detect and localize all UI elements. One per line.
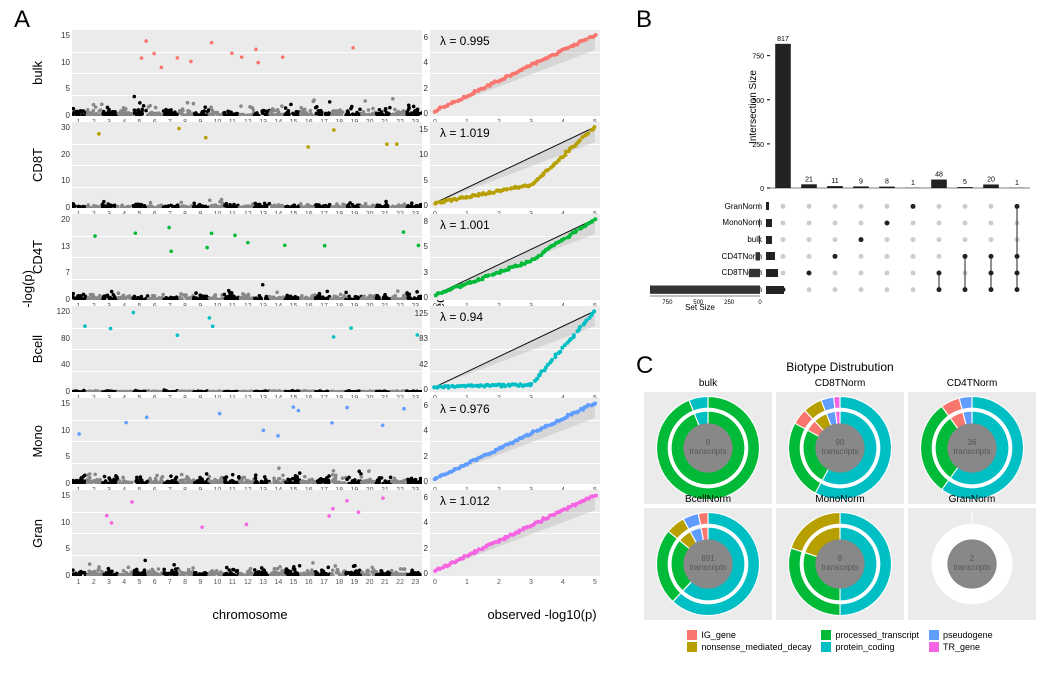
svg-text:250: 250 [724,300,735,306]
panel-a-row: CD8T123456789101112131415161718192021222… [30,122,620,208]
donut-chart: CD4TNorm36transcripts [908,392,1036,504]
donut-chart: MonoNorm8transcripts [776,508,904,620]
svg-text:11: 11 [831,178,838,185]
qq-plot: λ = 1.019012345051015 [430,122,600,208]
donut-center-label: 2transcripts [954,555,991,573]
lambda-label: λ = 1.012 [440,494,490,508]
panel-a-row: bulk123456789101112131415161718192021222… [30,30,620,116]
svg-text:1: 1 [911,180,915,187]
svg-text:750: 750 [662,300,673,306]
svg-text:0: 0 [760,186,764,193]
donut-center-label: 9transcripts [690,439,727,457]
panel-a-row: Gran123456789101112131415161718192021222… [30,490,620,576]
donut-center-label: 891transcripts [690,555,727,573]
set-size-label: Set Size [640,303,760,312]
manhattan-plot: 1234567891011121314151617181920212223051… [72,490,422,576]
donut-title: GranNorm [908,494,1036,505]
lambda-label: λ = 1.019 [440,126,490,140]
donut-title: bulk [644,378,772,389]
legend-item: pseudogene [929,630,993,640]
donut-center-label: 90transcripts [822,439,859,457]
svg-text:0: 0 [758,300,762,306]
legend-item: processed_transcript [821,630,919,640]
legend-item: IG_gene [687,630,811,640]
manhattan-plot: 1234567891011121314151617181920212223040… [72,306,422,392]
svg-text:9: 9 [859,178,863,185]
donut-chart: BcellNorm891transcripts [644,508,772,620]
donut-title: MonoNorm [776,494,904,505]
donut-chart: GranNorm2transcripts [908,508,1036,620]
panel-c: Biotype Distrubution bulk9transcriptsCD8… [640,360,1040,670]
donut-chart: CD8TNorm90transcripts [776,392,904,504]
biotype-legend: IG_gene processed_transcript pseudogene non… [640,630,1040,652]
panel-a-ylabel: -log(p) [20,270,35,308]
qq-plot: λ = 0.9401234504283125 [430,306,600,392]
legend-item: protein_coding [821,642,919,652]
legend-item: nonsense_mediated_decay [687,642,811,652]
qq-plot: λ = 1.0120123450246 [430,490,600,576]
donut-center-label: 8transcripts [822,555,859,573]
manhattan-plot: 1234567891011121314151617181920212223010… [72,122,422,208]
svg-text:5: 5 [963,179,967,186]
svg-text:817: 817 [777,36,789,43]
manhattan-plot: 1234567891011121314151617181920212223071… [72,214,422,300]
panel-a-xlabel: chromosome [170,607,330,622]
panel-a-row: Mono123456789101112131415161718192021222… [30,398,620,484]
lambda-label: λ = 0.94 [440,310,483,324]
donut-title: CD8TNorm [776,378,904,389]
donut-grid: bulk9transcriptsCD8TNorm90transcriptsCD4… [640,392,1040,620]
donut-title: CD4TNorm [908,378,1036,389]
svg-text:48: 48 [935,172,943,179]
panel-a-row: CD4T123456789101112131415161718192021222… [30,214,620,300]
lambda-label: λ = 0.995 [440,34,490,48]
panel-a-row: Bcell12345678910111213141516171819202122… [30,306,620,392]
panel-a: -log(p) expected -log10(p) bulk123456789… [30,30,620,650]
donut-center-label: 36transcripts [954,439,991,457]
panel-a-rows: bulk123456789101112131415161718192021222… [30,30,620,576]
svg-text:20: 20 [987,176,995,183]
panel-a-qq-xlabel: observed -log10(p) [462,607,622,622]
panel-c-title: Biotype Distrubution [640,360,1040,374]
panel-b: Intersection Size 8172111981485201025050… [640,30,1040,330]
set-size-bars: 7505002500 Set Size [640,198,760,298]
manhattan-plot: 1234567891011121314151617181920212223051… [72,30,422,116]
donut-chart: bulk9transcripts [644,392,772,504]
legend-item: TR_gene [929,642,993,652]
upset-bars: Intersection Size 8172111981485201025050… [770,30,1030,190]
qq-plot: λ = 0.9950123450246 [430,30,600,116]
donut-title: BcellNorm [644,494,772,505]
upset-matrix: GranNormMonoNormbulkCD4TNormCD8TNormBcel… [770,198,1030,298]
upset-ylabel: Intersection Size [748,70,759,144]
lambda-label: λ = 0.976 [440,402,490,416]
qq-plot: λ = 0.9760123450246 [430,398,600,484]
svg-text:21: 21 [805,176,813,183]
svg-text:1: 1 [1015,180,1019,187]
svg-text:750: 750 [752,54,764,61]
qq-plot: λ = 1.0010123450358 [430,214,600,300]
lambda-label: λ = 1.001 [440,218,490,232]
panel-a-label: A [14,6,30,34]
manhattan-plot: 1234567891011121314151617181920212223051… [72,398,422,484]
svg-text:8: 8 [885,179,889,186]
